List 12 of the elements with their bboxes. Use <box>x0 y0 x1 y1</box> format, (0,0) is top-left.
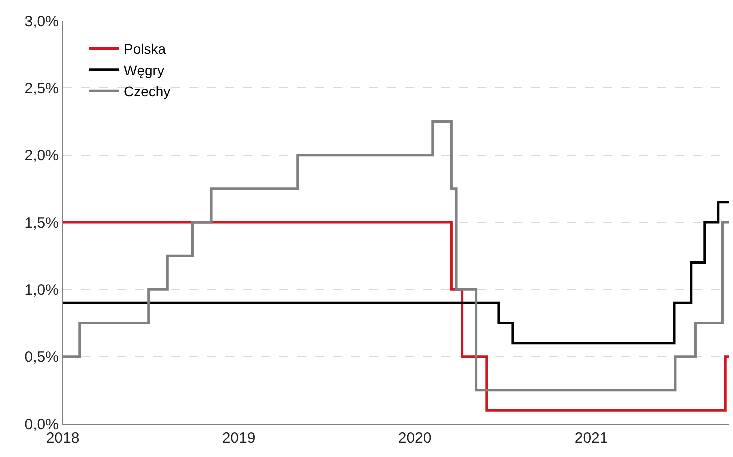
x-tick-label: 2019 <box>222 430 256 447</box>
y-tick-label: 3,0% <box>24 13 59 30</box>
y-tick-label: 0,5% <box>24 349 59 366</box>
x-tick-label: 2020 <box>398 430 432 447</box>
x-tick-label: 2021 <box>574 430 608 447</box>
y-tick-label: 2,5% <box>24 80 59 98</box>
legend-label: Czechy <box>124 84 171 100</box>
y-tick-label: 1,5% <box>24 214 59 232</box>
legend-label: Węgry <box>124 62 164 78</box>
y-tick-label: 1,0% <box>24 282 59 299</box>
legend-label: Polska <box>124 41 166 58</box>
y-tick-label: 2,0% <box>24 148 59 165</box>
